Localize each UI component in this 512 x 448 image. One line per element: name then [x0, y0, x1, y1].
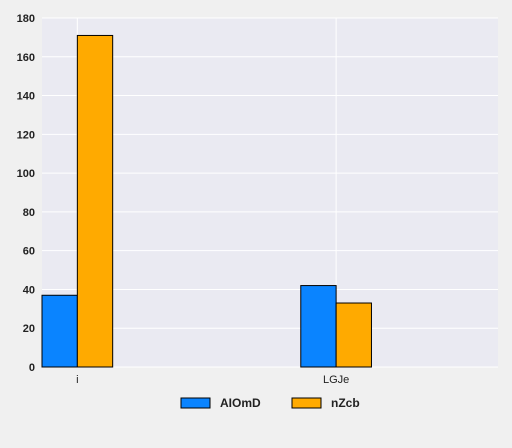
- legend-swatch-AIOmD: [180, 397, 211, 409]
- x-tick-label: i: [76, 374, 78, 386]
- legend-label-nZcb: nZcb: [331, 396, 360, 410]
- bar-AIOmD-i: [41, 294, 78, 368]
- bar-AIOmD-LGJe: [300, 285, 337, 368]
- x-tick-label: LGJe: [323, 374, 349, 386]
- plot-area: [42, 18, 498, 367]
- bar-nZcb-i: [76, 34, 114, 368]
- y-tick-label: 0: [29, 362, 35, 374]
- y-axis-ticks: 0 20 40 60 80 100 120 140 160 180: [17, 13, 35, 374]
- legend-label-AIOmD: AIOmD: [220, 396, 261, 410]
- bar-nZcb-LGJe: [335, 302, 372, 368]
- y-tick-label: 160: [17, 52, 35, 64]
- y-tick-label: 120: [17, 129, 35, 141]
- y-tick-label: 40: [23, 284, 35, 296]
- legend-swatch-nZcb: [291, 397, 322, 409]
- y-tick-label: 100: [17, 168, 35, 180]
- bars: [41, 34, 372, 368]
- y-tick-label: 80: [23, 207, 35, 219]
- legend: AIOmD nZcb: [180, 396, 360, 410]
- y-tick-label: 20: [23, 323, 35, 335]
- x-axis-ticks: i LGJe: [76, 374, 349, 386]
- y-tick-label: 140: [17, 91, 35, 103]
- y-tick-label: 60: [23, 246, 35, 258]
- y-tick-label: 180: [17, 13, 35, 25]
